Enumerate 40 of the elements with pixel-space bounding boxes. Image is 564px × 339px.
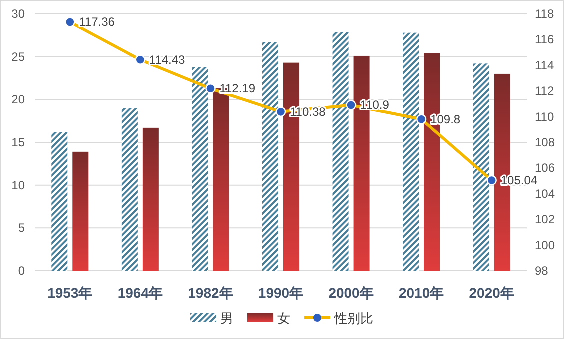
y-tick-label: 10 [12, 178, 26, 192]
y-tick-label: 25 [12, 50, 26, 64]
x-tick-label: 1953年 [48, 285, 93, 301]
bar [72, 152, 89, 271]
x-tick-label: 1990年 [258, 285, 304, 301]
bar [473, 64, 490, 271]
y-tick-label: 15 [12, 136, 26, 150]
bar [192, 67, 208, 271]
bar [262, 42, 278, 271]
data-label: 117.36 [79, 15, 116, 30]
y2-tick-label: 116 [535, 32, 554, 47]
bar [403, 32, 420, 271]
y2-tick-label: 104 [535, 186, 556, 201]
x-tick-label: 1964年 [118, 285, 164, 301]
y2-tick-label: 112 [535, 84, 554, 98]
x-tick-label: 2010年 [398, 285, 444, 301]
y2-tick-label: 108 [535, 136, 556, 150]
bar [52, 132, 68, 271]
legend-label: 男 [220, 311, 234, 326]
x-tick-label: 1982年 [188, 285, 234, 301]
y-tick-label: 0 [18, 264, 26, 278]
y2-tick-label: 118 [535, 7, 554, 21]
y2-tick-label: 100 [535, 238, 556, 252]
y-tick-label: 30 [12, 7, 26, 21]
y2-tick-label: 114 [535, 58, 554, 72]
bar [332, 32, 349, 271]
y2-tick-label: 98 [535, 264, 549, 278]
y2-tick-label: 110 [535, 110, 554, 124]
y-tick-label: 5 [18, 221, 26, 236]
data-label: 112.19 [220, 82, 256, 96]
legend-label: 女 [278, 311, 290, 326]
x-tick-label: 2020年 [469, 285, 514, 301]
y2-tick-label: 106 [535, 161, 556, 176]
legend-label: 性别比 [334, 311, 374, 326]
bar [122, 108, 138, 271]
data-label: 114.43 [149, 52, 186, 67]
x-tick-label: 2000年 [328, 285, 374, 301]
y2-tick-label: 102 [535, 212, 556, 227]
y-tick-label: 20 [12, 92, 26, 107]
bar [142, 128, 159, 271]
